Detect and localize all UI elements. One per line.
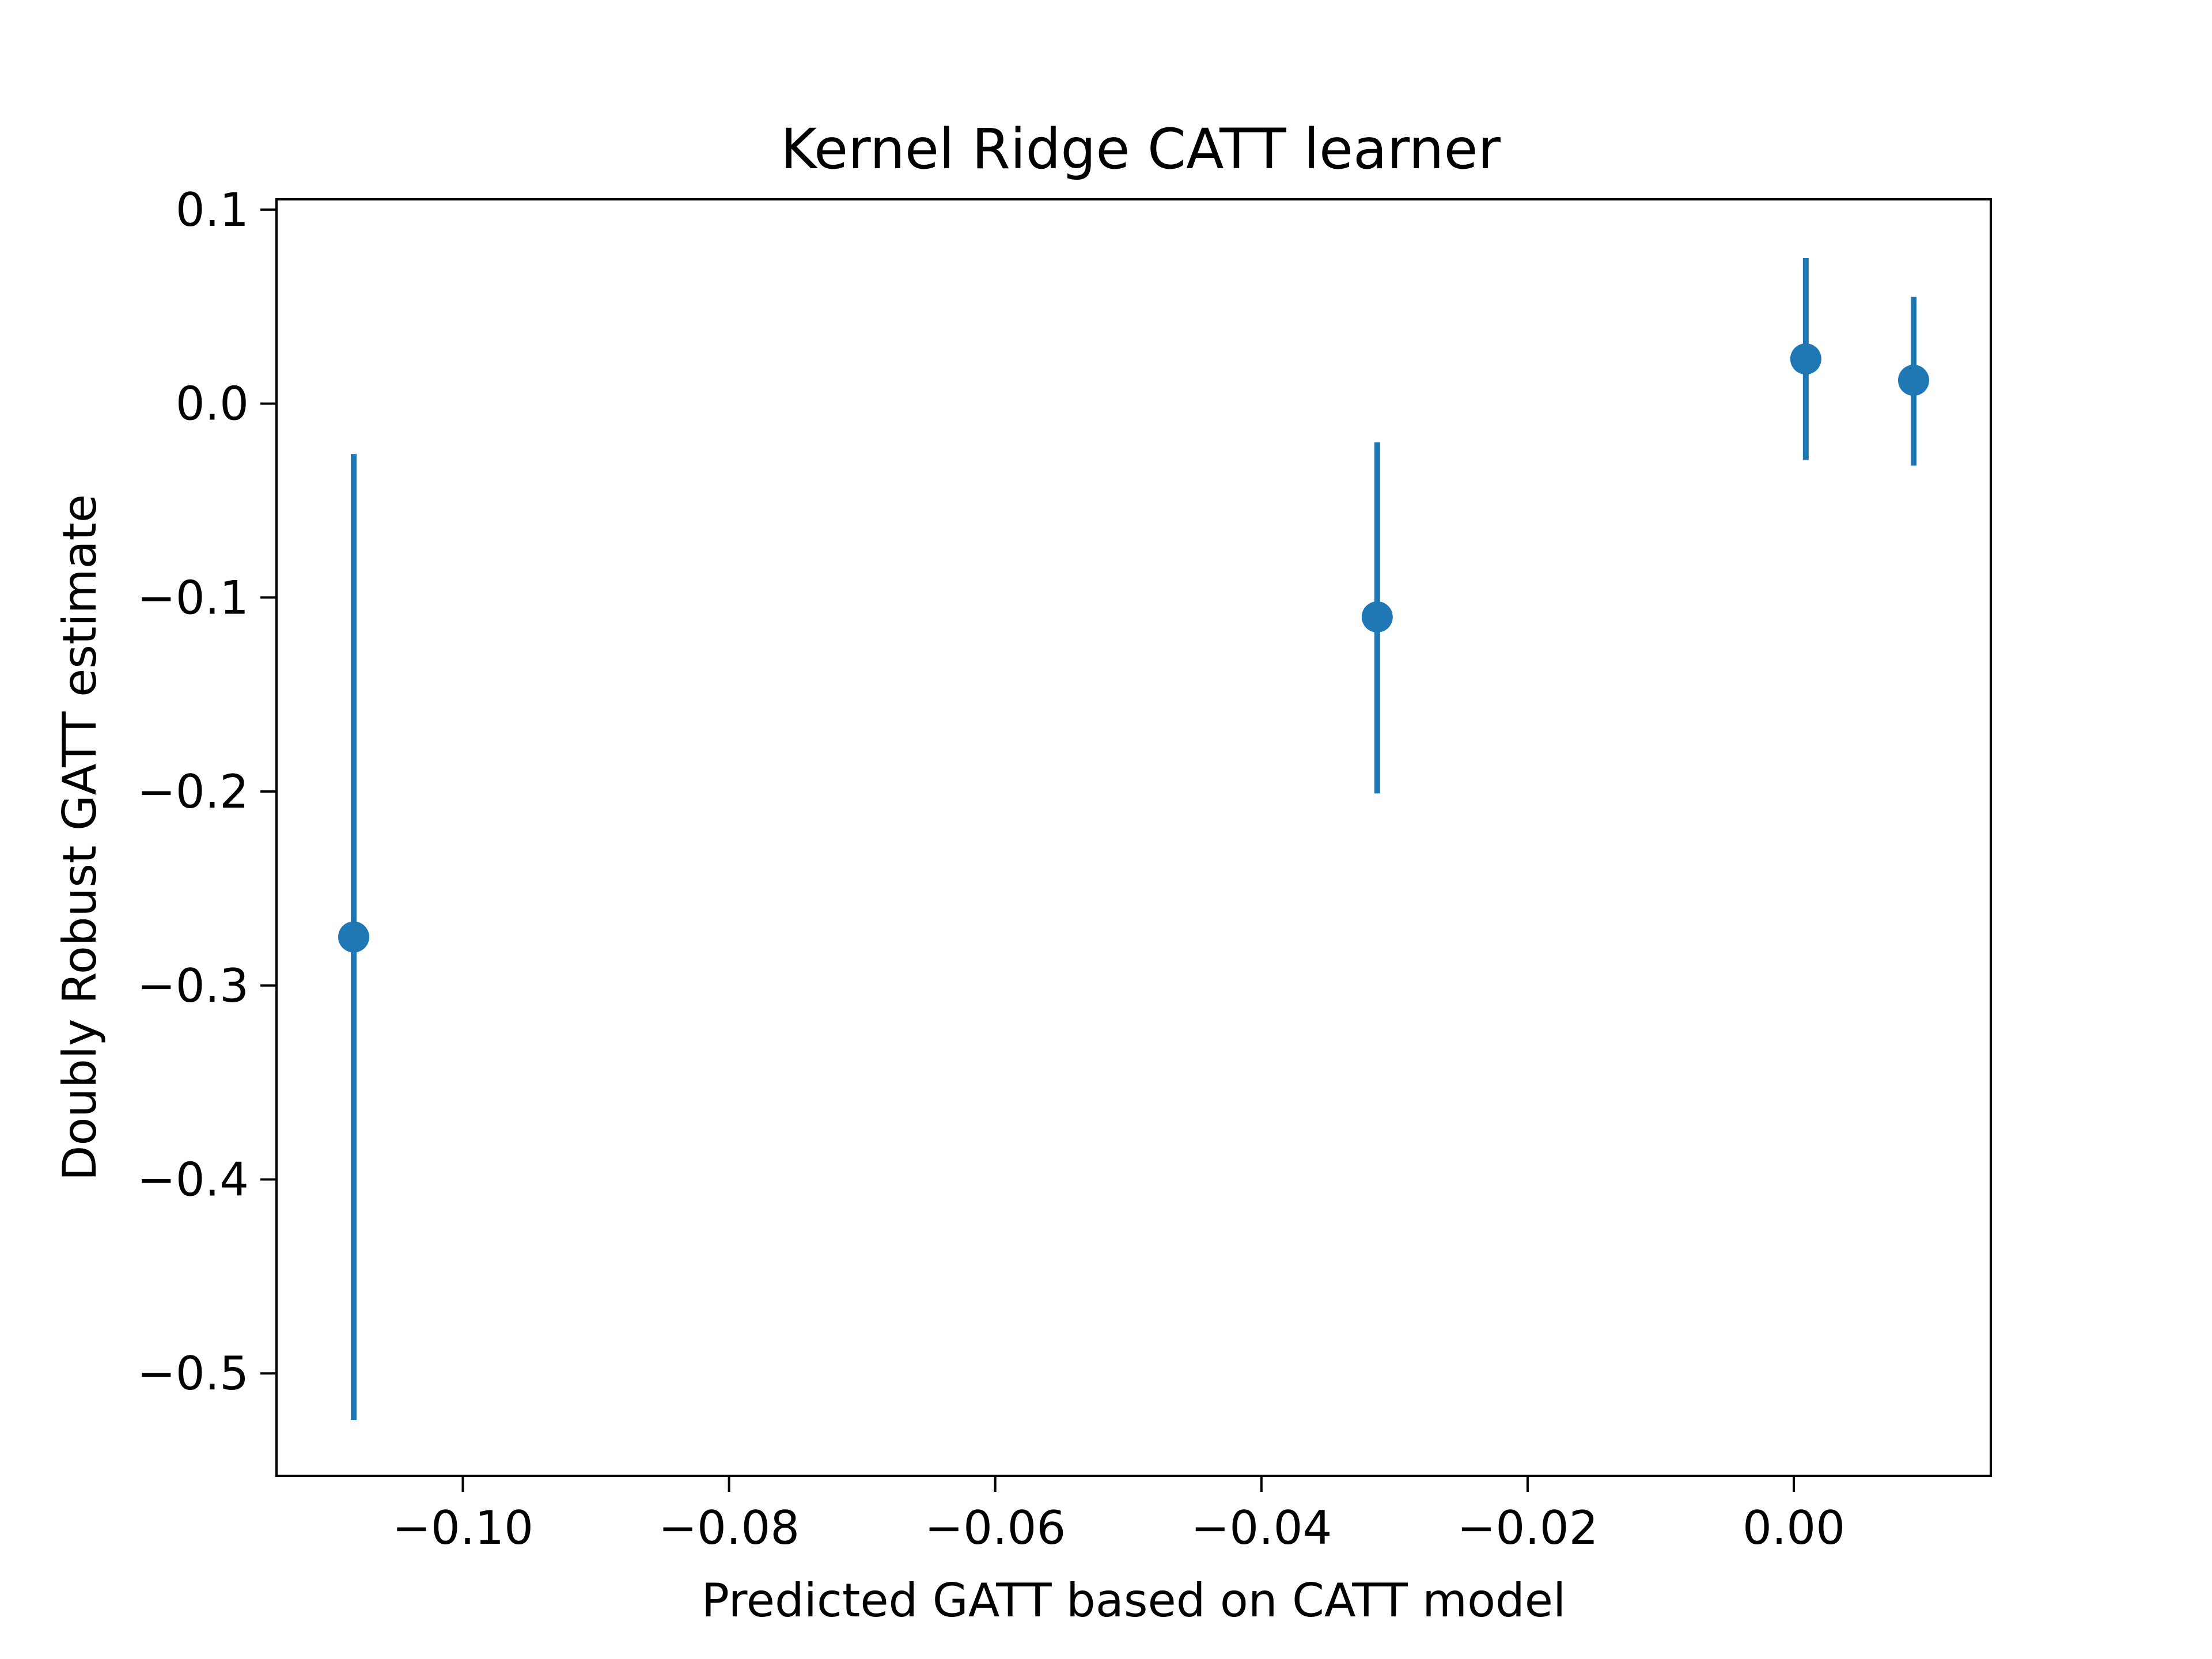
x-tick-label: −0.04 <box>1191 1501 1332 1555</box>
y-tick-label: −0.5 <box>137 1347 249 1400</box>
y-tick-label: −0.1 <box>137 571 249 624</box>
x-tick-label: −0.02 <box>1457 1501 1598 1555</box>
y-tick-label: −0.2 <box>137 765 249 819</box>
chart-title: Kernel Ridge CATT learner <box>781 117 1501 181</box>
y-tick-label: −0.3 <box>137 959 249 1013</box>
y-axis-label: Doubly Robust GATT estimate <box>53 494 107 1181</box>
x-tick-label: −0.10 <box>392 1501 533 1555</box>
x-tick-label: 0.00 <box>1743 1501 1845 1555</box>
y-tick-label: 0.0 <box>176 377 249 431</box>
y-tick-label: −0.4 <box>137 1153 249 1206</box>
data-point <box>1897 365 1929 396</box>
axes-frame <box>275 198 1992 1477</box>
x-tick-label: −0.06 <box>925 1501 1066 1555</box>
data-point <box>1790 343 1821 375</box>
data-point <box>338 921 370 953</box>
y-tick-label: 0.1 <box>176 183 249 237</box>
data-point <box>1361 601 1393 632</box>
x-axis-label: Predicted GATT based on CATT model <box>702 1574 1566 1627</box>
x-tick-label: −0.08 <box>658 1501 800 1555</box>
plot-area <box>338 258 1929 1421</box>
